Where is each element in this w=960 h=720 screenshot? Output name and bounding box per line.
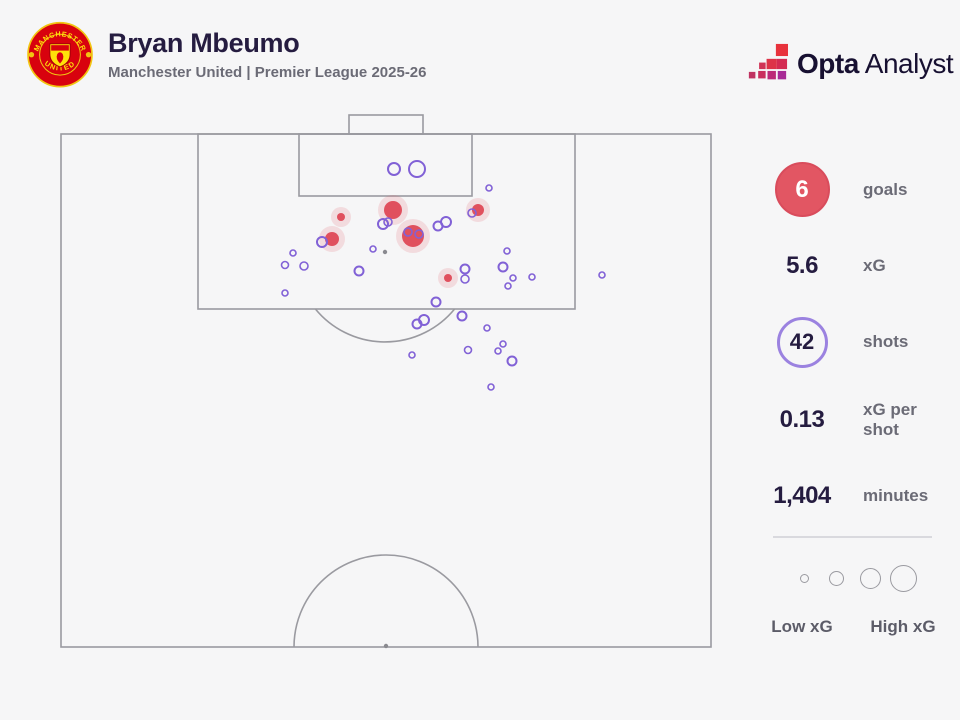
page-subtitle: Manchester United | Premier League 2025-… <box>108 63 427 81</box>
shot-marker <box>467 208 477 218</box>
legend-low-xg-label: Low xG <box>771 617 833 636</box>
shot-marker <box>281 289 289 297</box>
shot-marker <box>497 261 509 273</box>
goals-circle: 6 <box>774 162 830 217</box>
goal-marker <box>472 204 484 216</box>
opta-analyst-wordmark: Opta Analyst <box>797 47 954 80</box>
shot-marker <box>504 282 512 290</box>
shot-marker <box>487 383 495 391</box>
shot-marker <box>499 340 507 348</box>
shot-marker <box>408 351 416 359</box>
shot-marker <box>485 184 493 192</box>
legend-xg-circle-xlarge <box>890 565 917 592</box>
goal-marker <box>337 213 345 221</box>
shot-marker <box>289 249 297 257</box>
six-yard-box <box>298 133 473 197</box>
xg-per-shot-value: 0.13 <box>779 406 825 433</box>
penalty-spot <box>382 249 388 255</box>
shot-marker <box>494 347 502 355</box>
shot-marker <box>299 261 309 271</box>
legend-xg-circle-medium <box>829 571 844 586</box>
page-title: Bryan Mbeumo <box>108 27 300 58</box>
shot-marker <box>383 217 393 227</box>
goal-marker <box>444 274 452 282</box>
opta-wordmark-bold: Opta <box>797 47 859 79</box>
legend-divider <box>773 536 932 538</box>
shot-marker <box>280 260 290 270</box>
opta-stairs-icon <box>748 43 788 80</box>
shot-marker <box>403 227 413 237</box>
minutes-label: minutes <box>863 486 929 505</box>
shot-marker <box>503 247 511 255</box>
opta-analyst-logo: Opta Analyst <box>747 43 954 84</box>
shot-marker <box>483 324 491 332</box>
shot-marker <box>387 162 401 176</box>
shot-marker <box>460 274 470 284</box>
shot-marker <box>369 245 377 253</box>
xg-per-shot-label: xG per shot <box>863 400 917 439</box>
goal-marker <box>325 232 339 246</box>
shot-marker <box>456 310 468 322</box>
manchester-united-crest-icon: MANCHESTER UNITED <box>27 21 93 88</box>
shot-marker <box>459 263 471 275</box>
xg-per-shot-stat: 0.13 xG per shot <box>741 400 956 439</box>
legend-xg-circle-large <box>860 568 881 589</box>
shots-stat: 42 shots <box>741 316 956 368</box>
shot-marker <box>440 216 452 228</box>
goals-stat: 6 goals <box>741 162 956 217</box>
shots-label: shots <box>863 332 909 351</box>
xg-value: 5.6 <box>786 252 818 279</box>
goal <box>348 114 424 135</box>
centre-circle <box>293 554 479 648</box>
goal-marker <box>384 201 402 219</box>
shot-marker <box>414 229 424 239</box>
legend-xg-circle-small <box>800 574 809 583</box>
shot-marker <box>316 236 328 248</box>
minutes-value: 1,404 <box>773 482 831 509</box>
shots-circle: 42 <box>776 316 828 368</box>
centre-spot <box>383 643 389 649</box>
analyst-wordmark-light: Analyst <box>864 47 954 79</box>
header: MANCHESTER UNITED Bryan Mbeumo Mancheste… <box>26 18 427 90</box>
shot-marker <box>463 345 473 355</box>
shot-marker <box>377 218 389 230</box>
header-titles: Bryan Mbeumo Manchester United | Premier… <box>108 28 427 81</box>
shot-marker <box>598 271 606 279</box>
shot-marker <box>528 273 536 281</box>
shot-marker <box>430 296 442 308</box>
shot-markers <box>280 160 606 391</box>
penalty-arc <box>314 308 456 343</box>
shot-marker <box>353 265 365 277</box>
shot-marker <box>506 355 518 367</box>
xg-stat: 5.6 xG <box>741 251 956 281</box>
goals-label: goals <box>863 179 908 199</box>
shot-marker <box>408 160 426 178</box>
shot-marker <box>418 314 430 326</box>
legend-high-xg-label: High xG <box>870 617 936 636</box>
minutes-stat: 1,404 minutes <box>741 481 956 511</box>
xg-label: xG <box>863 256 886 275</box>
shot-marker <box>509 274 517 282</box>
